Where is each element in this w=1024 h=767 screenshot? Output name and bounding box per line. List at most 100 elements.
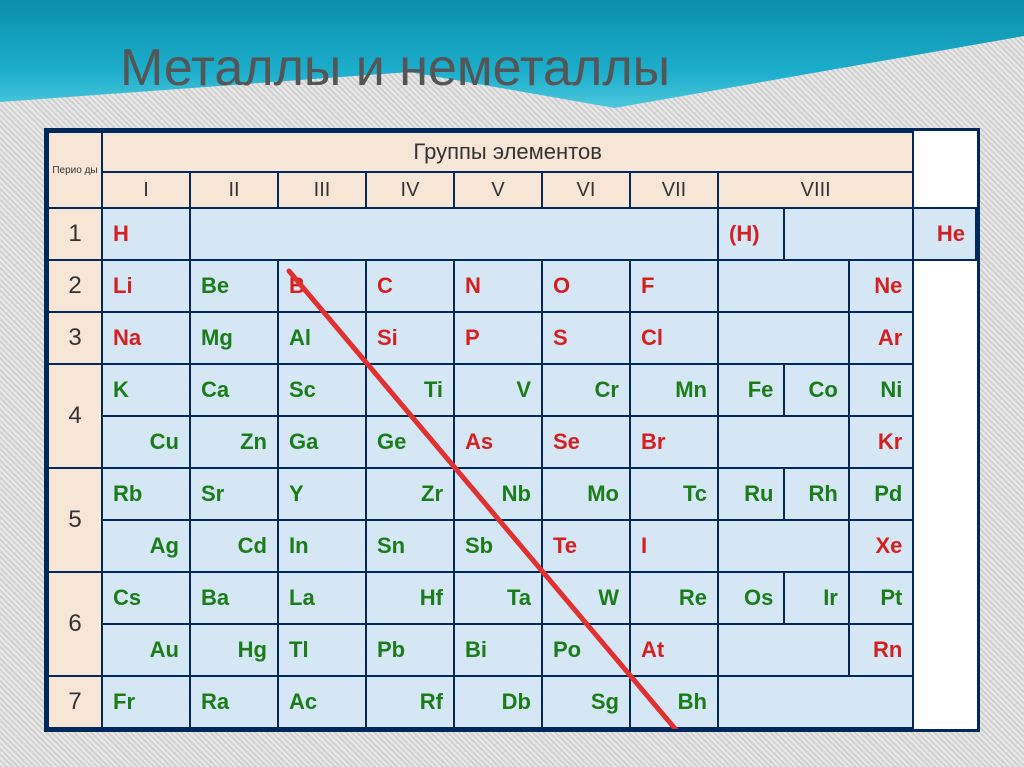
element-Al: Al (278, 312, 366, 364)
element-Hf: Hf (366, 572, 454, 624)
group-roman-II: II (190, 172, 278, 208)
element-Fe: Fe (718, 364, 784, 416)
period-number-6: 6 (48, 572, 102, 676)
element-Sc: Sc (278, 364, 366, 416)
element-Fr: Fr (102, 676, 190, 728)
group-roman-VIII: VIII (718, 172, 913, 208)
empty-cell (190, 208, 718, 260)
element-Rh: Rh (784, 468, 848, 520)
element-Be: Be (190, 260, 278, 312)
element-Db: Db (454, 676, 542, 728)
element-Ba: Ba (190, 572, 278, 624)
element-Ac: Ac (278, 676, 366, 728)
element-Rf: Rf (366, 676, 454, 728)
empty-cell (718, 416, 849, 468)
element-He: He (913, 208, 976, 260)
element-Cl: Cl (630, 312, 718, 364)
element-Ra: Ra (190, 676, 278, 728)
empty-cell (784, 208, 913, 260)
element-Te: Te (542, 520, 630, 572)
element-Rn: Rn (849, 624, 913, 676)
element-Bi: Bi (454, 624, 542, 676)
element-C: C (366, 260, 454, 312)
element-S: S (542, 312, 630, 364)
element-Ga: Ga (278, 416, 366, 468)
element-N: N (454, 260, 542, 312)
element-Br: Br (630, 416, 718, 468)
element-Cd: Cd (190, 520, 278, 572)
element-Kr: Kr (849, 416, 913, 468)
element-Ni: Ni (849, 364, 913, 416)
element-Ar: Ar (849, 312, 913, 364)
element-I: I (630, 520, 718, 572)
empty-cell (718, 312, 849, 364)
element-Ta: Ta (454, 572, 542, 624)
periodic-table-frame: Перио дыГруппы элементовIIIIIIIVVVIVIIVI… (44, 128, 980, 732)
element-Sr: Sr (190, 468, 278, 520)
element-Tc: Tc (630, 468, 718, 520)
element-Co: Co (784, 364, 848, 416)
period-header-cell: Перио ды (48, 132, 102, 208)
periodic-table: Перио дыГруппы элементовIIIIIIIVVVIVIIVI… (47, 131, 977, 729)
element-Ge: Ge (366, 416, 454, 468)
element-Li: Li (102, 260, 190, 312)
element-P: P (454, 312, 542, 364)
element-Se: Se (542, 416, 630, 468)
element-Ne: Ne (849, 260, 913, 312)
group-roman-VII: VII (630, 172, 718, 208)
element-Si: Si (366, 312, 454, 364)
element-La: La (278, 572, 366, 624)
element-Mn: Mn (630, 364, 718, 416)
element-Y: Y (278, 468, 366, 520)
element-Pt: Pt (849, 572, 913, 624)
element-Cu: Cu (102, 416, 190, 468)
element-Ru: Ru (718, 468, 784, 520)
element-Mo: Mo (542, 468, 630, 520)
group-title-cell: Группы элементов (102, 132, 913, 172)
group-roman-I: I (102, 172, 190, 208)
element-W: W (542, 572, 630, 624)
element-Pd: Pd (849, 468, 913, 520)
group-roman-III: III (278, 172, 366, 208)
element-Pb: Pb (366, 624, 454, 676)
element-B: B (278, 260, 366, 312)
element-Tl: Tl (278, 624, 366, 676)
element-Rb: Rb (102, 468, 190, 520)
element-Mg: Mg (190, 312, 278, 364)
page-title: Металлы и неметаллы (120, 38, 670, 98)
element-Po: Po (542, 624, 630, 676)
element-V: V (454, 364, 542, 416)
element-Cs: Cs (102, 572, 190, 624)
element-H: (H) (718, 208, 784, 260)
element-F: F (630, 260, 718, 312)
period-number-5: 5 (48, 468, 102, 572)
element-Xe: Xe (849, 520, 913, 572)
element-Zn: Zn (190, 416, 278, 468)
element-As: As (454, 416, 542, 468)
element-Sn: Sn (366, 520, 454, 572)
group-roman-IV: IV (366, 172, 454, 208)
empty-cell (718, 260, 849, 312)
period-number-4: 4 (48, 364, 102, 468)
element-Ti: Ti (366, 364, 454, 416)
element-K: K (102, 364, 190, 416)
period-number-3: 3 (48, 312, 102, 364)
empty-cell (718, 676, 913, 728)
element-Cr: Cr (542, 364, 630, 416)
element-Os: Os (718, 572, 784, 624)
empty-cell (718, 520, 849, 572)
period-number-7: 7 (48, 676, 102, 728)
group-roman-V: V (454, 172, 542, 208)
period-number-1: 1 (48, 208, 102, 260)
element-Zr: Zr (366, 468, 454, 520)
element-Bh: Bh (630, 676, 718, 728)
group-roman-VI: VI (542, 172, 630, 208)
element-O: O (542, 260, 630, 312)
element-Hg: Hg (190, 624, 278, 676)
period-number-2: 2 (48, 260, 102, 312)
element-Nb: Nb (454, 468, 542, 520)
element-Re: Re (630, 572, 718, 624)
element-In: In (278, 520, 366, 572)
element-Sb: Sb (454, 520, 542, 572)
element-Na: Na (102, 312, 190, 364)
